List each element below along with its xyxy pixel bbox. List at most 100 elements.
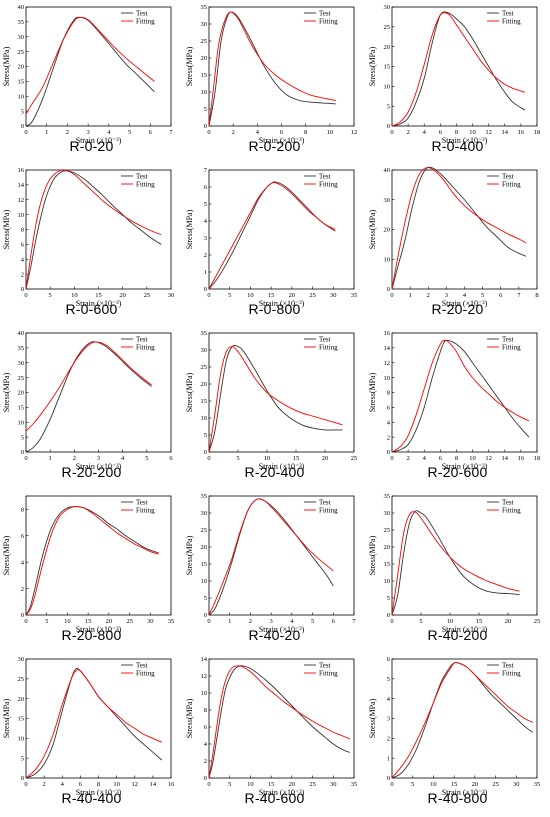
x-tick-label: 20	[289, 292, 296, 299]
x-tick-label: 0	[24, 292, 27, 299]
x-tick-label: 16	[518, 455, 525, 462]
x-tick-label: 35	[351, 292, 358, 299]
y-tick-label: 12	[201, 673, 208, 680]
y-tick-label: 2	[204, 758, 207, 765]
x-tick-label: 3	[445, 292, 448, 299]
test-series-line	[25, 16, 155, 127]
x-tick-label: 30	[513, 781, 520, 788]
x-tick-label: 20	[106, 618, 113, 625]
y-tick-label: 0	[204, 123, 207, 130]
test-series-line	[25, 170, 162, 290]
chart-panel: 0 2 4 6 8 10 12 14 16 18 0 5 10 15 20 25 30 Stress(MPa) St…	[366, 0, 549, 163]
test-series-line	[25, 341, 152, 453]
x-tick-label: 25	[309, 781, 316, 788]
chart-svg: 0 5 10 15 20 25 0 5 10 15 20 25 30 35 Stress(MPa) Strai…	[368, 493, 541, 634]
y-tick-label: 5	[204, 201, 207, 208]
legend-label: Fitting	[319, 507, 338, 515]
x-tick-label: 12	[132, 781, 139, 788]
y-tick-label: 35	[201, 493, 208, 500]
fitting-series-line	[25, 341, 152, 432]
y-tick-label: 10	[201, 690, 208, 697]
chart-panel: 0 5 10 15 20 25 30 35 0 2 4 6 8 Stress(MPa) Strain (×1…	[0, 489, 183, 652]
x-tick-label: 3	[87, 129, 90, 136]
y-tick-label: 25	[384, 527, 391, 534]
y-tick-label: 10	[384, 578, 391, 585]
y-tick-label: 0	[21, 449, 24, 456]
plot-frame	[208, 495, 355, 616]
y-tick-label: 0	[21, 775, 24, 782]
y-tick-label: 20	[201, 381, 208, 388]
legend-label: Test	[136, 173, 148, 181]
y-tick-label: 8	[204, 707, 207, 714]
x-tick-label: 5	[411, 781, 414, 788]
x-tick-label: 25	[351, 455, 358, 462]
chart-panel: 0 2 4 6 8 10 12 0 5 10 15 20 25 30 35 Stress(MPa) Strain…	[183, 0, 366, 163]
test-series-line	[391, 166, 527, 290]
x-tick-label: 35	[168, 618, 175, 625]
x-tick-label: 1	[45, 129, 48, 136]
x-tick-label: 6	[439, 455, 443, 462]
x-tick-label: 4	[423, 129, 427, 136]
x-tick-label: 0	[207, 618, 210, 625]
y-tick-label: 10	[18, 736, 25, 743]
y-tick-label: 14	[18, 182, 25, 189]
y-tick-label: 25	[201, 38, 208, 45]
x-tick-label: 0	[207, 292, 210, 299]
x-axis-label: Strain (×10⁻³)	[259, 136, 305, 145]
y-axis-label: Stress(MPa)	[185, 209, 194, 249]
x-tick-label: 4	[463, 292, 467, 299]
x-tick-label: 5	[236, 455, 239, 462]
chart-panel: 0 5 10 15 20 25 30 35 0 1 2 3 4 5 6 Stress(MPa) Strain (…	[366, 652, 549, 815]
y-tick-label: 6	[21, 242, 25, 249]
y-tick-label: 0	[21, 123, 24, 130]
x-axis-label: Strain (×10⁻³)	[76, 299, 122, 308]
y-tick-label: 30	[384, 197, 391, 204]
x-tick-label: 6	[149, 129, 153, 136]
y-tick-label: 8	[21, 506, 24, 513]
x-tick-label: 2	[249, 618, 252, 625]
y-tick-label: 20	[18, 696, 25, 703]
x-tick-label: 7	[517, 292, 521, 299]
y-tick-label: 0	[204, 612, 207, 619]
chart-caption: R-20-20	[431, 301, 484, 317]
y-tick-label: 16	[384, 330, 391, 337]
y-tick-label: 20	[201, 544, 208, 551]
y-axis-label: Stress(MPa)	[2, 46, 11, 86]
x-tick-label: 25	[309, 292, 316, 299]
legend-label: Test	[502, 173, 514, 181]
x-tick-label: 4	[256, 129, 260, 136]
legend-label: Fitting	[136, 507, 155, 515]
legend-label: Fitting	[136, 18, 155, 26]
x-tick-label: 25	[144, 292, 151, 299]
x-tick-label: 8	[535, 292, 538, 299]
x-tick-label: 30	[330, 781, 337, 788]
y-tick-label: 5	[387, 595, 390, 602]
plot-frame	[208, 332, 355, 453]
x-tick-label: 1	[49, 455, 52, 462]
x-tick-label: 25	[534, 618, 541, 625]
x-tick-label: 30	[330, 292, 337, 299]
x-tick-label: 5	[228, 292, 231, 299]
x-tick-label: 3	[97, 455, 100, 462]
x-tick-label: 15	[268, 292, 275, 299]
legend-label: Test	[136, 662, 148, 670]
x-tick-label: 6	[439, 129, 443, 136]
y-tick-label: 3	[204, 235, 207, 242]
y-tick-label: 0	[204, 775, 207, 782]
y-tick-label: 10	[201, 415, 208, 422]
legend-label: Test	[319, 10, 331, 18]
y-tick-label: 4	[204, 741, 208, 748]
fitting-series-line	[391, 12, 526, 127]
y-tick-label: 14	[384, 345, 391, 352]
y-tick-label: 35	[384, 493, 391, 500]
y-tick-label: 0	[204, 286, 207, 293]
x-tick-label: 15	[85, 618, 92, 625]
test-series-line	[208, 344, 343, 453]
test-series-line	[25, 506, 159, 616]
legend-label: Fitting	[502, 670, 521, 678]
y-tick-label: 8	[387, 390, 390, 397]
x-tick-label: 25	[492, 781, 499, 788]
x-tick-label: 0	[24, 781, 27, 788]
chart-panel: 0 5 10 15 20 25 0 5 10 15 20 25 30 35 Stress(MPa) Strai…	[183, 326, 366, 489]
x-tick-label: 0	[207, 455, 210, 462]
